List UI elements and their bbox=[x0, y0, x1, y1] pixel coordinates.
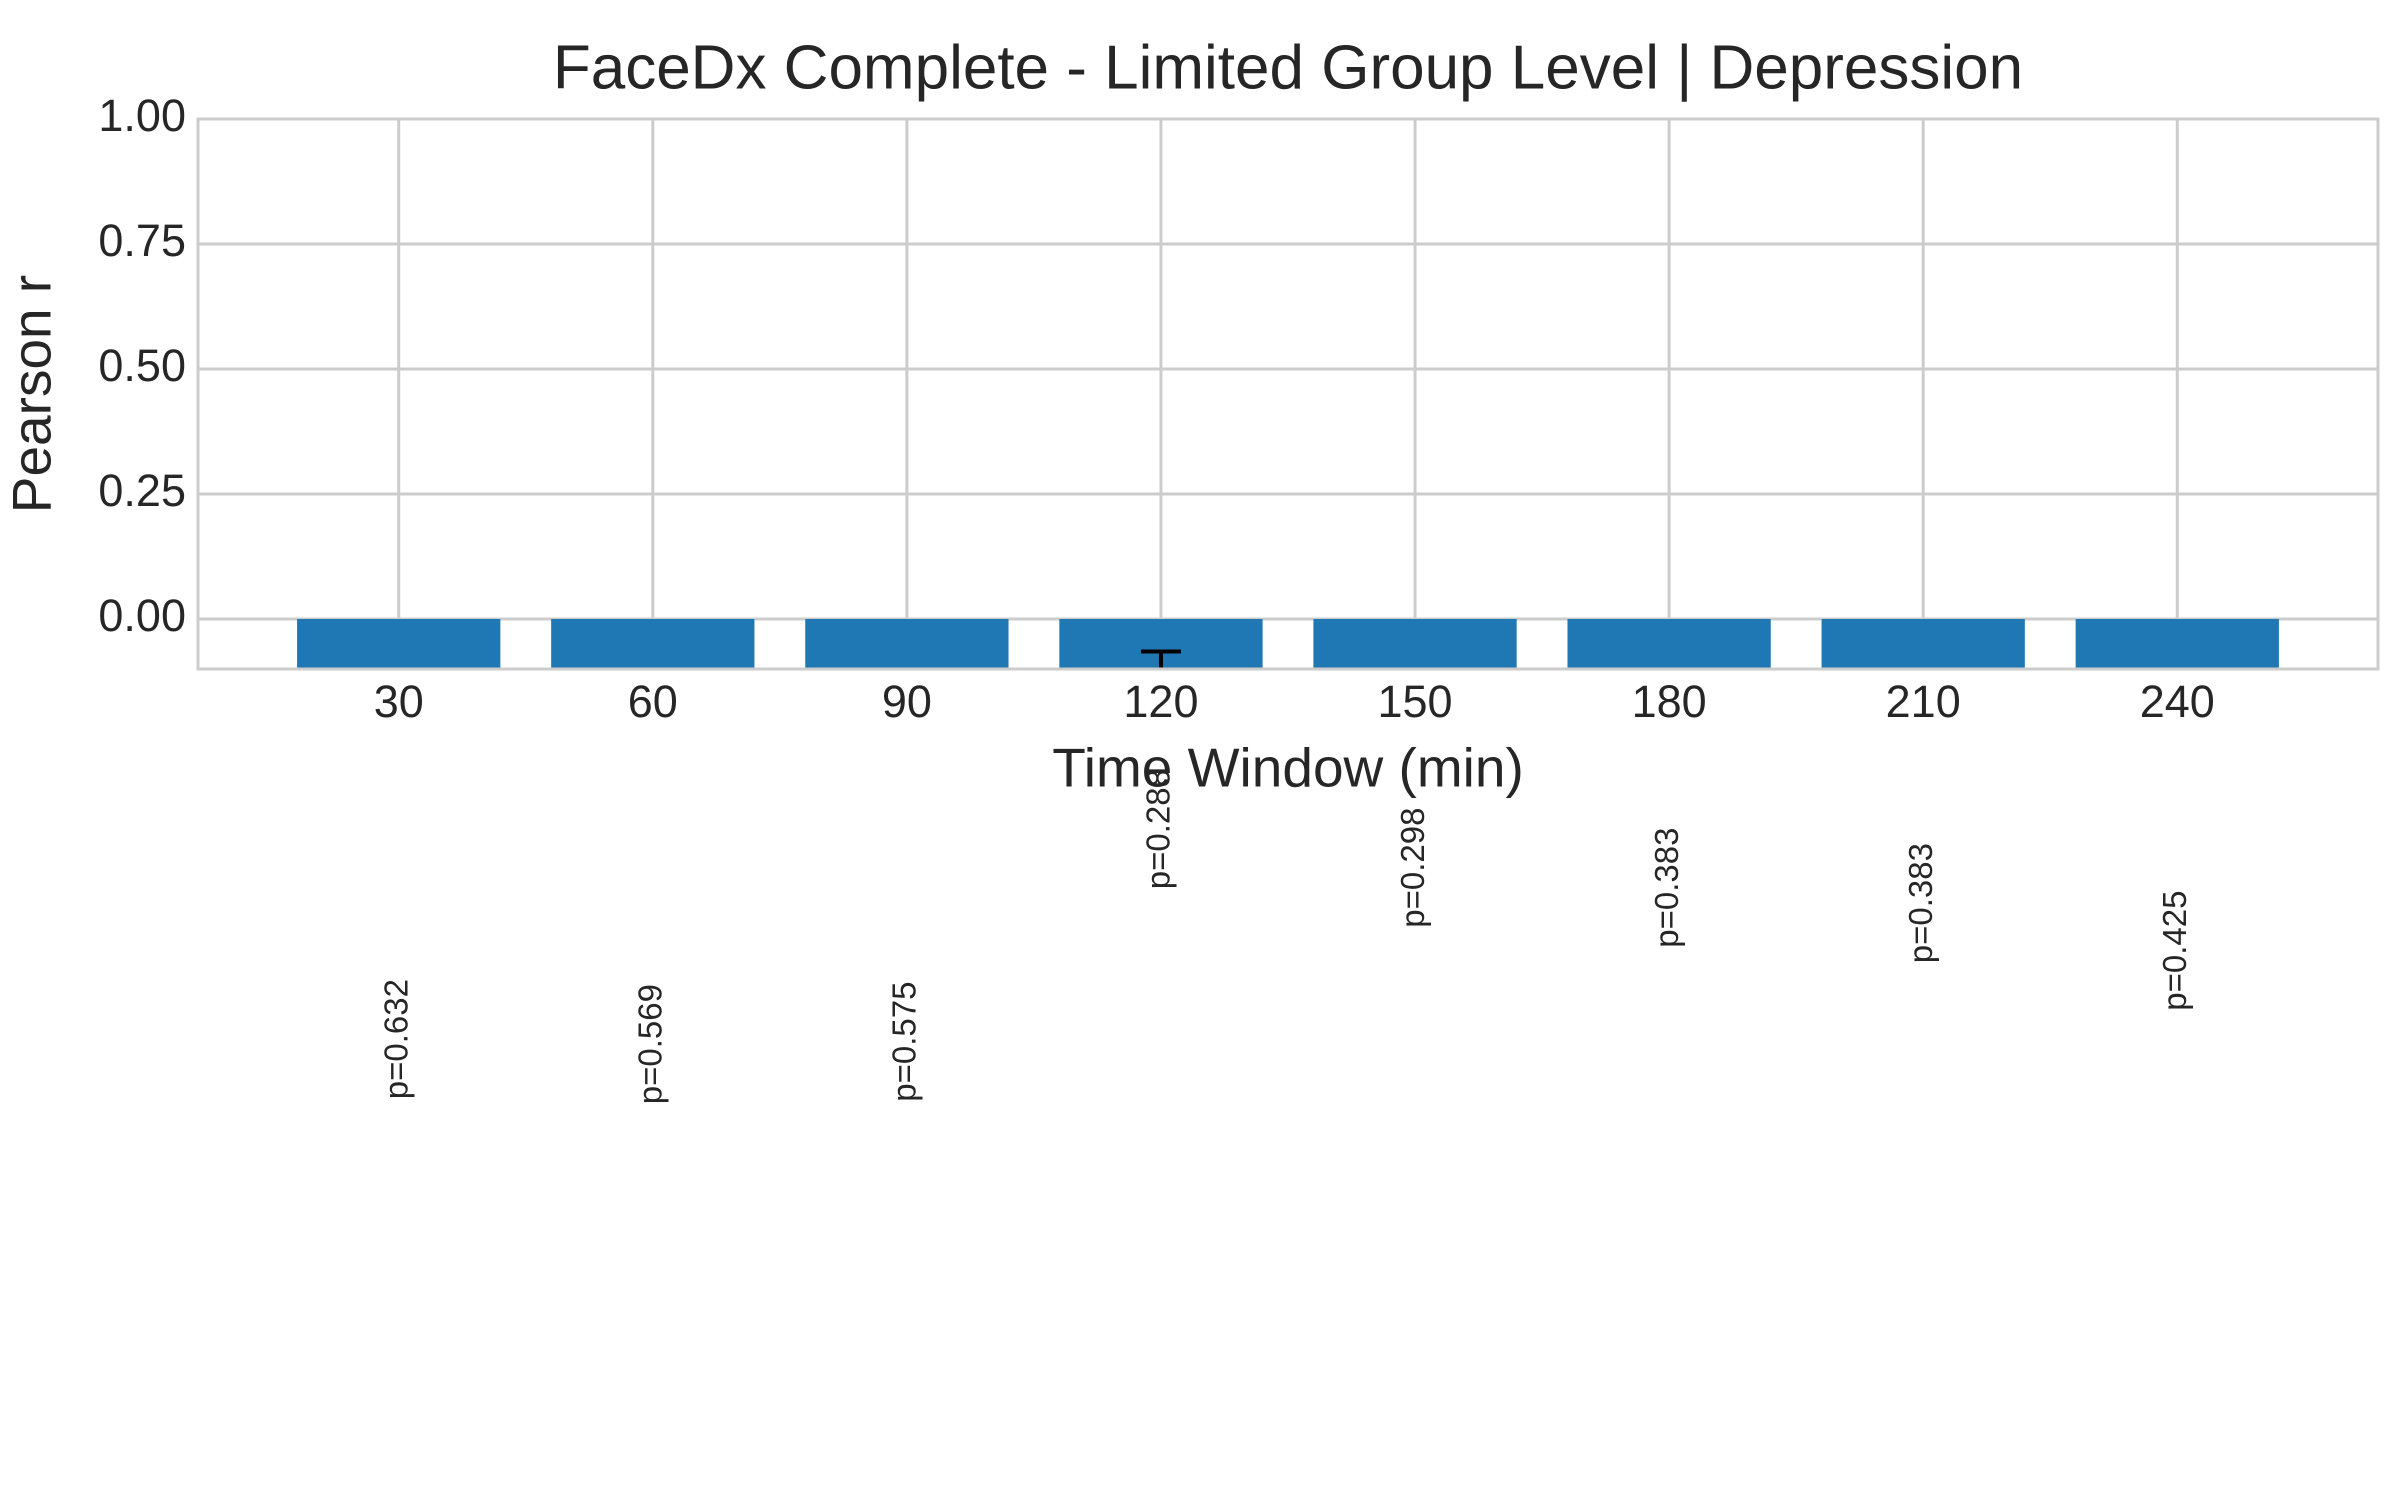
bar bbox=[1313, 619, 1517, 669]
grid bbox=[198, 117, 2378, 669]
bars bbox=[297, 619, 2279, 669]
bar bbox=[1567, 619, 1771, 669]
annotation: p=0.575 bbox=[886, 982, 923, 1102]
annotation: p=0.383 bbox=[1902, 843, 1939, 963]
x-tick-label: 210 bbox=[1886, 676, 1961, 727]
annotation: p=0.632 bbox=[377, 979, 414, 1099]
annotation: p=0.569 bbox=[632, 984, 669, 1104]
plot-frame bbox=[196, 117, 2380, 671]
x-tick-label: 120 bbox=[1123, 676, 1198, 727]
x-tick-label: 240 bbox=[2140, 676, 2215, 727]
bar bbox=[2075, 619, 2279, 669]
annotation: p=0.298 bbox=[1394, 808, 1431, 928]
x-tick-label: 150 bbox=[1377, 676, 1452, 727]
labels: 0.00 0.25 0.50 0.75 1.00 30 p=0.632 60 p=0.569 90… bbox=[98, 90, 2214, 1104]
y-axis-label: Pearson r bbox=[1, 275, 63, 513]
chart-title: FaceDx Complete - Limited Group Level | … bbox=[553, 33, 2023, 102]
bar bbox=[805, 619, 1009, 669]
y-tick-label: 0.00 bbox=[98, 590, 186, 641]
x-tick-label: 180 bbox=[1632, 676, 1707, 727]
bar bbox=[297, 619, 501, 669]
y-tick-label: 1.00 bbox=[98, 90, 186, 141]
x-axis-label: Time Window (min) bbox=[1052, 737, 1524, 799]
y-tick-label: 0.25 bbox=[98, 465, 186, 516]
y-tick-label: 0.50 bbox=[98, 340, 186, 391]
bar bbox=[1821, 619, 2025, 669]
x-tick-label: 90 bbox=[882, 676, 932, 727]
annotation: p=0.288 bbox=[1140, 769, 1177, 889]
annotation: p=0.383 bbox=[1648, 828, 1685, 948]
y-tick-label: 0.75 bbox=[98, 215, 186, 266]
x-tick-label: 30 bbox=[374, 676, 424, 727]
annotation: p=0.425 bbox=[2156, 891, 2193, 1011]
bar bbox=[551, 619, 755, 669]
x-tick-label: 60 bbox=[628, 676, 678, 727]
